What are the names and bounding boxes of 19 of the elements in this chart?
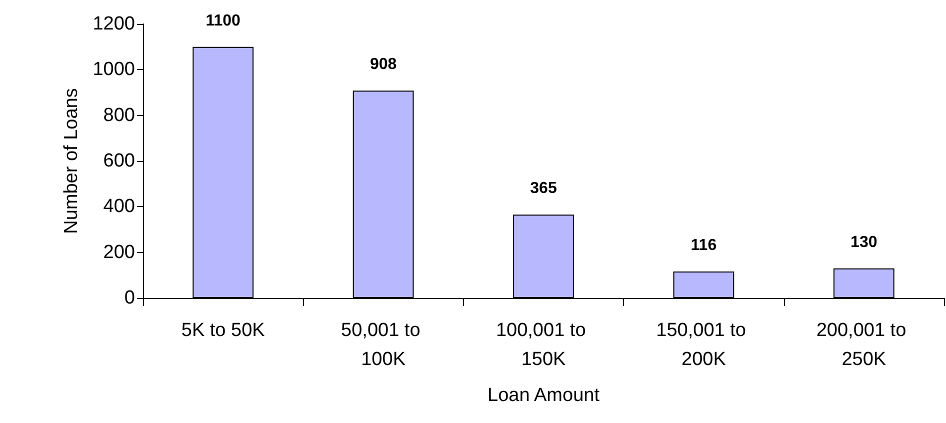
x-axis-title: Loan Amount	[488, 385, 600, 406]
x-tick-label: 150,001 to 200K	[656, 320, 752, 370]
data-label: 908	[370, 56, 397, 74]
data-label: 130	[850, 234, 878, 251]
y-tick-label: 200	[103, 242, 135, 263]
y-tick-label: 600	[103, 150, 135, 172]
y-axis-title: Number of Loans	[61, 88, 82, 234]
y-tick-label: 400	[103, 196, 135, 218]
data-label: 116	[690, 237, 717, 254]
x-tick-label: 100,001 to 150K	[496, 320, 592, 370]
x-tick-label: 50,001 to 100K	[341, 320, 426, 370]
y-tick-label: 1200	[92, 14, 135, 34]
y-tick-label: 800	[103, 104, 135, 126]
y-tick-label: 1000	[92, 59, 135, 80]
x-tick-label: 5K to 50K	[181, 320, 266, 341]
x-tick-label: 200,001 to 250K	[816, 320, 912, 370]
y-tick-label: 0	[124, 288, 135, 308]
data-label: 1100	[206, 12, 241, 30]
data-label: 365	[530, 180, 557, 198]
